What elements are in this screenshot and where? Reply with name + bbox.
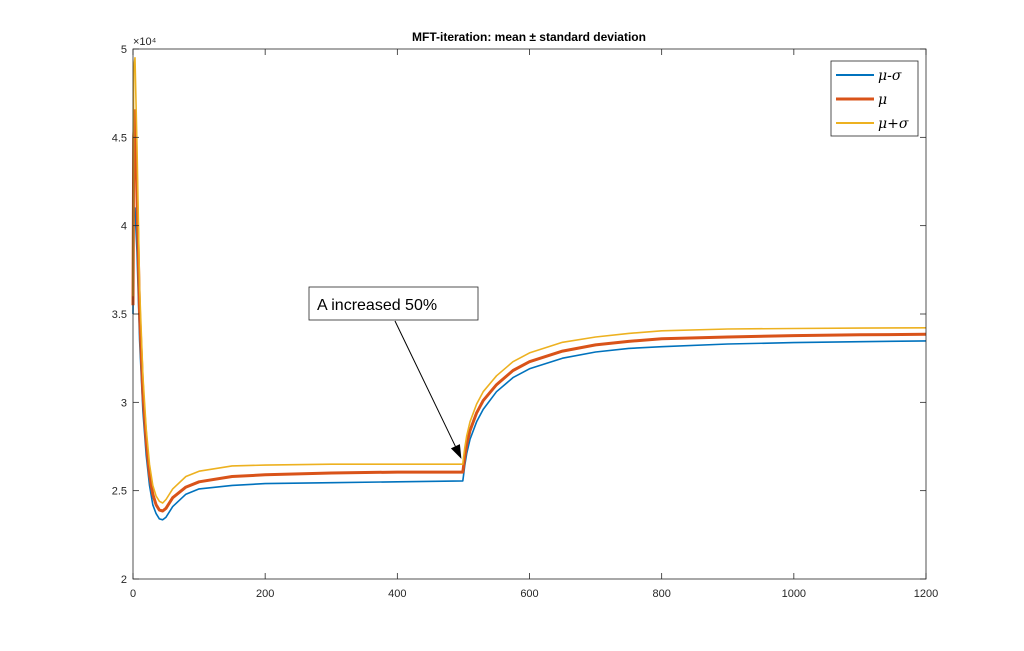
x-tick-label: 800 (652, 588, 670, 600)
y-tick-label: 4 (121, 221, 127, 233)
y-tick-label: 2.5 (112, 486, 127, 498)
x-tick-label: 0 (130, 588, 136, 600)
series-layer (131, 56, 927, 521)
x-tick-label: 1200 (914, 588, 938, 600)
y-tick-label: 3.5 (112, 309, 127, 321)
annotation-text: A increased 50% (317, 297, 437, 314)
x-tick-label: 1000 (782, 588, 806, 600)
y-tick-label: 4.5 (112, 132, 127, 144)
plot-area (133, 49, 926, 579)
series-line-1 (131, 109, 927, 513)
legend-label-2: μ+σ (878, 116, 909, 132)
annotation-box (308, 286, 479, 321)
y-tick-label: 3 (121, 397, 127, 409)
x-tick-label: 400 (388, 588, 406, 600)
chart-title: MFT-iteration: mean ± standard deviation (412, 30, 646, 44)
annotation: A increased 50% (308, 286, 479, 459)
legend-label-1: μ (878, 92, 887, 108)
y-tick-label: 2 (121, 574, 127, 586)
series-line-2 (132, 56, 927, 504)
legend: μ-σ μ μ+σ (830, 60, 919, 137)
x-tick-label: 200 (256, 588, 274, 600)
annotation-arrow-line (394, 320, 456, 447)
y-tick-label: 5 (121, 44, 127, 56)
legend-label-0: μ-σ (878, 68, 902, 84)
annotation-arrow-head (450, 444, 462, 459)
ticks-layer: 0 200 400 600 800 1000 1200 2 2.5 3 3.5 4 4.5 5 (112, 44, 939, 600)
x-tick-label: 600 (520, 588, 538, 600)
y-exponent-label: ×10⁴ (133, 36, 157, 48)
